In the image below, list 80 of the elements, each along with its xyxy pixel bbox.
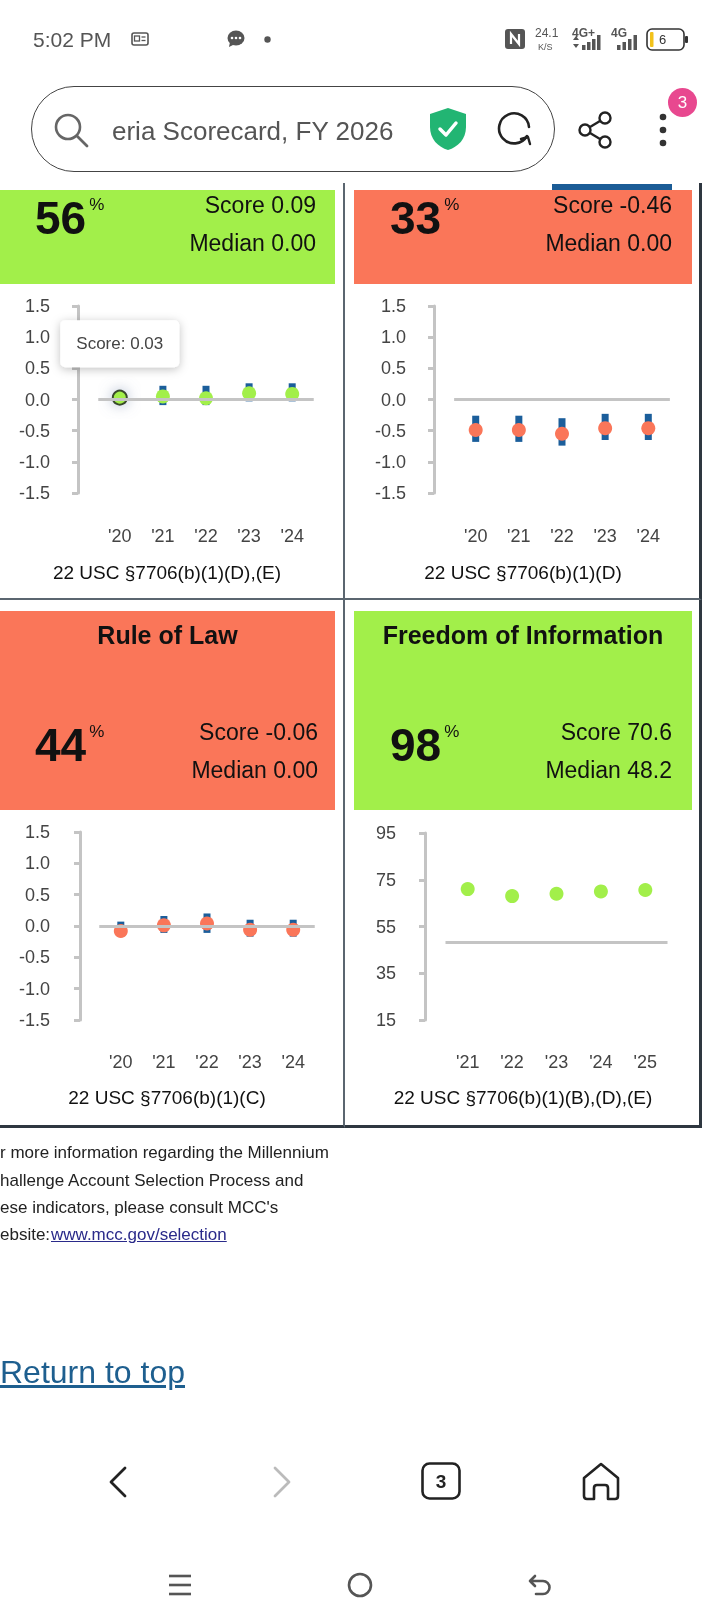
x-tick-label: '22 xyxy=(550,526,574,546)
text: 56$^{%}$ xyxy=(35,192,105,244)
y-tick-label: -0.5 xyxy=(18,420,50,441)
x-axis-title: 22 USC §7706(b)(1)(D),(E) xyxy=(51,562,283,583)
y-tick-label: -1.0 xyxy=(18,978,50,999)
text: Score 0.09 xyxy=(204,192,316,218)
text: Score -0.46 xyxy=(553,192,672,218)
y-tick-label: 1.0 xyxy=(24,327,50,348)
x-tick-label: '21 xyxy=(151,526,175,546)
x-tick-label: '23 xyxy=(544,1052,569,1072)
y-tick-label: 15 xyxy=(375,1010,396,1030)
y-tick-label: -0.5 xyxy=(374,420,406,441)
y-tick-label: 1.5 xyxy=(24,822,50,842)
y-tick-label: 0.5 xyxy=(24,884,50,905)
annotation: Score: 0.03 xyxy=(76,334,164,354)
y-tick-label: 1.0 xyxy=(380,327,406,348)
x-tick-label: '21 xyxy=(455,1052,480,1072)
text: Return to top xyxy=(0,1354,185,1390)
y-tick-label: 0.0 xyxy=(24,389,50,410)
text: 5:02 PM xyxy=(33,28,112,51)
x-tick-label: '22 xyxy=(195,1052,219,1072)
y-tick-label: 95 xyxy=(375,823,396,843)
text: ebsite: xyxy=(0,1225,51,1244)
text: r more information regarding the Millennium xyxy=(0,1143,329,1162)
text: 3 xyxy=(434,1471,448,1492)
y-tick-label: 1.5 xyxy=(24,296,50,316)
y-tick-label: -1.0 xyxy=(374,451,406,472)
text: Score -0.06 xyxy=(199,719,318,745)
text: 33$^{%}$ xyxy=(390,192,460,244)
text: K/S xyxy=(538,42,553,52)
text: 3 xyxy=(676,93,689,112)
text: Score 70.6 xyxy=(560,719,672,745)
text: 24.1 xyxy=(535,26,559,40)
text: www.mcc.gov/selection xyxy=(51,1225,227,1244)
y-tick-label: -0.5 xyxy=(18,947,50,968)
text: 4G+ xyxy=(572,26,596,40)
y-tick-label: 75 xyxy=(375,869,396,890)
text: 44$^{%}$ xyxy=(35,719,105,771)
x-tick-label: '22 xyxy=(500,1052,524,1072)
chart-title: Freedom of Information xyxy=(381,621,665,649)
chart-title: Rule of Law xyxy=(96,621,239,649)
text: Median 0.00 xyxy=(189,230,316,256)
y-tick-label: 1.5 xyxy=(380,296,406,316)
x-tick-label: '24 xyxy=(280,526,304,546)
text: eria Scorecard, FY 2026 xyxy=(112,116,394,146)
text: hallenge Account Selection Process and xyxy=(0,1171,304,1190)
y-tick-label: 0.5 xyxy=(24,358,50,379)
text: ese indicators, please consult MCC's xyxy=(0,1198,279,1217)
x-tick-label: '23 xyxy=(593,526,617,546)
x-tick-label: '24 xyxy=(636,526,661,546)
x-axis-title: 22 USC §7706(b)(1)(D) xyxy=(423,562,623,583)
x-tick-label: '24 xyxy=(281,1052,305,1072)
y-tick-label: 35 xyxy=(375,963,396,984)
y-tick-label: 1.0 xyxy=(24,853,50,874)
x-axis-title: 22 USC §7706(b)(1)(C) xyxy=(67,1087,267,1108)
x-tick-label: '20 xyxy=(463,526,488,546)
y-tick-label: -1.5 xyxy=(18,483,50,503)
y-tick-label: 0.5 xyxy=(380,358,406,379)
x-tick-label: '21 xyxy=(507,526,531,546)
y-tick-label: -1.5 xyxy=(18,1010,50,1030)
text: Median 48.2 xyxy=(545,757,672,783)
text: Median 0.00 xyxy=(545,230,672,256)
y-tick-label: 0.0 xyxy=(24,916,50,936)
text: 98$^{%}$ xyxy=(390,719,460,771)
x-tick-label: '21 xyxy=(152,1052,176,1072)
x-tick-label: '23 xyxy=(238,1052,262,1072)
x-tick-label: '23 xyxy=(237,526,261,546)
y-tick-label: 0.0 xyxy=(380,389,406,410)
text: 4G xyxy=(611,26,628,40)
y-tick-label: -1.0 xyxy=(18,451,50,472)
y-tick-label: 55 xyxy=(375,916,396,937)
y-tick-label: -1.5 xyxy=(374,483,406,503)
x-tick-label: '25 xyxy=(633,1052,658,1072)
x-axis-title: 22 USC §7706(b)(1)(B),(D),(E) xyxy=(392,1087,654,1108)
text: Median 0.00 xyxy=(191,757,318,783)
x-tick-label: '22 xyxy=(194,526,218,546)
text: 6 xyxy=(659,32,667,47)
x-tick-label: '24 xyxy=(589,1052,613,1072)
x-tick-label: '20 xyxy=(109,1052,133,1072)
x-tick-label: '20 xyxy=(108,526,132,546)
